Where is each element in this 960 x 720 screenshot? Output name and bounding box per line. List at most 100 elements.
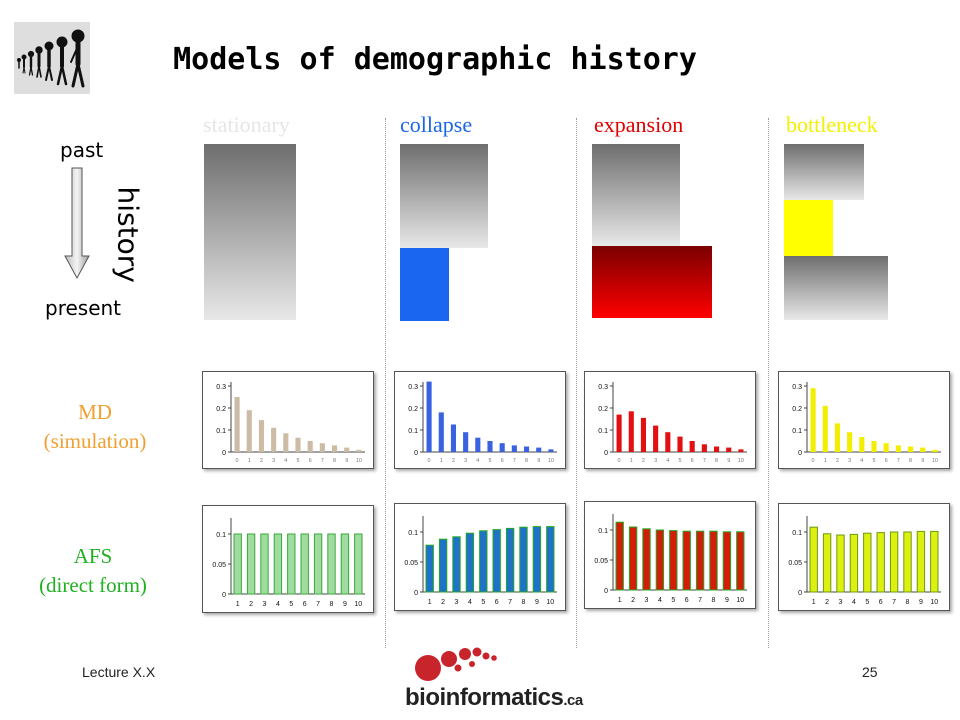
bar xyxy=(628,411,634,452)
bar xyxy=(822,533,832,593)
y-tick-label: 0.1 xyxy=(792,530,802,537)
x-tick-label: 6 xyxy=(685,597,689,604)
x-tick-label: 6 xyxy=(501,458,504,464)
bar xyxy=(548,449,554,452)
bar xyxy=(876,532,885,593)
x-tick-label: 9 xyxy=(919,599,923,606)
expansion-recent-population-block xyxy=(592,246,712,318)
bar xyxy=(669,530,678,591)
x-tick-label: 3 xyxy=(848,458,851,464)
bar xyxy=(519,526,528,593)
x-tick-label: 1 xyxy=(824,458,827,464)
md-row-label: MD (simulation) xyxy=(20,400,170,454)
x-tick-label: 8 xyxy=(712,597,716,604)
x-tick-label: 3 xyxy=(839,599,843,606)
bar xyxy=(722,531,732,591)
bar xyxy=(695,530,705,591)
x-tick-label: 4 xyxy=(468,599,472,606)
bar xyxy=(260,533,269,595)
md-label-line1: MD xyxy=(78,400,112,424)
stationary-population-block xyxy=(204,144,296,320)
y-tick-label: 0.05 xyxy=(788,560,802,567)
x-tick-label: 0 xyxy=(428,458,431,464)
collapse-ancient-population-block xyxy=(400,144,488,248)
column-header-stationary: stationary xyxy=(203,112,290,137)
column-separator xyxy=(768,118,769,648)
afs-collapse-chart: 0 0.05 0.1 1 2 3 4 5 6 7 8 9 10 xyxy=(404,516,557,606)
column-header-collapse: collapse xyxy=(400,112,473,137)
x-tick-label: 1 xyxy=(428,599,432,606)
bar xyxy=(616,414,622,452)
bar xyxy=(258,420,265,452)
x-tick-label: 9 xyxy=(537,458,540,464)
bar xyxy=(327,533,336,595)
md-stationary-chart-panel: 0 0.1 0.2 0.3 0 1 2 3 4 5 6 7 8 9 10 xyxy=(202,371,374,469)
x-tick-label: 5 xyxy=(481,599,485,606)
bar xyxy=(932,449,938,452)
bar xyxy=(492,529,501,593)
x-tick-label: 7 xyxy=(698,597,702,604)
bar xyxy=(475,437,481,452)
y-tick-label: 0.1 xyxy=(598,428,608,435)
x-tick-label: 3 xyxy=(645,597,649,604)
bar xyxy=(356,449,362,452)
x-tick-label: 6 xyxy=(691,458,694,464)
bar xyxy=(665,432,671,452)
y-tick-label: 0.1 xyxy=(408,530,418,537)
y-tick-label: 0.3 xyxy=(408,384,418,391)
bar xyxy=(511,445,517,452)
bioinformatics-dots-icon xyxy=(415,647,497,681)
y-tick-label: 0 xyxy=(798,450,802,457)
bar xyxy=(655,529,665,591)
y-tick-label: 0.1 xyxy=(598,528,608,535)
x-tick-label: 2 xyxy=(249,601,253,608)
x-tick-label: 2 xyxy=(452,458,455,464)
bar xyxy=(246,533,256,595)
x-tick-label: 6 xyxy=(303,601,307,608)
present-label: present xyxy=(45,296,122,320)
x-tick-label: 9 xyxy=(535,599,539,606)
x-tick-label: 4 xyxy=(666,458,669,464)
bar xyxy=(246,410,252,452)
x-tick-label: 5 xyxy=(296,458,299,464)
bar xyxy=(726,447,732,452)
bar xyxy=(234,397,240,452)
md-bottleneck-chart-panel: 0 0.1 0.2 0.3 0 1 2 3 4 5 6 7 8 9 10 xyxy=(778,371,950,469)
afs-expansion-chart-panel: 0 0.05 0.1 1 2 3 4 5 6 7 8 9 10 xyxy=(584,501,756,609)
x-tick-label: 2 xyxy=(441,599,445,606)
bar xyxy=(479,530,488,593)
x-tick-label: 7 xyxy=(892,599,896,606)
bar xyxy=(903,531,912,593)
x-tick-label: 8 xyxy=(525,458,528,464)
bar xyxy=(452,536,461,593)
bar xyxy=(523,446,530,452)
bar xyxy=(677,436,683,452)
bottleneck-recent-population-block xyxy=(784,256,888,320)
x-tick-label: 3 xyxy=(455,599,459,606)
bar xyxy=(438,538,448,593)
y-tick-label: 0.1 xyxy=(792,428,802,435)
x-tick-label: 7 xyxy=(703,458,706,464)
y-tick-label: 0.3 xyxy=(792,384,802,391)
logo-name: bioinformatics xyxy=(405,684,564,711)
md-collapse-chart-panel: 0 0.1 0.2 0.3 0 1 2 3 4 5 6 7 8 9 10 xyxy=(394,371,566,469)
x-tick-label: 0 xyxy=(812,458,815,464)
x-tick-label: 4 xyxy=(284,458,287,464)
bar xyxy=(425,544,434,593)
bar xyxy=(319,443,325,452)
bar xyxy=(738,449,744,452)
x-tick-label: 10 xyxy=(356,458,362,464)
bar xyxy=(628,526,638,591)
y-tick-label: 0.2 xyxy=(216,406,226,413)
bottleneck-ancient-population-block xyxy=(784,144,864,200)
x-tick-label: 5 xyxy=(865,599,869,606)
bar xyxy=(871,441,877,452)
bar xyxy=(809,526,818,593)
bottleneck-narrow-population-block xyxy=(784,200,833,256)
afs-label-line2: (direct form) xyxy=(39,573,147,597)
x-tick-label: 1 xyxy=(248,458,251,464)
x-tick-label: 3 xyxy=(654,458,657,464)
bar xyxy=(689,441,695,452)
afs-collapse-chart-panel: 0 0.05 0.1 1 2 3 4 5 6 7 8 9 10 xyxy=(394,503,566,611)
x-tick-label: 7 xyxy=(508,599,512,606)
